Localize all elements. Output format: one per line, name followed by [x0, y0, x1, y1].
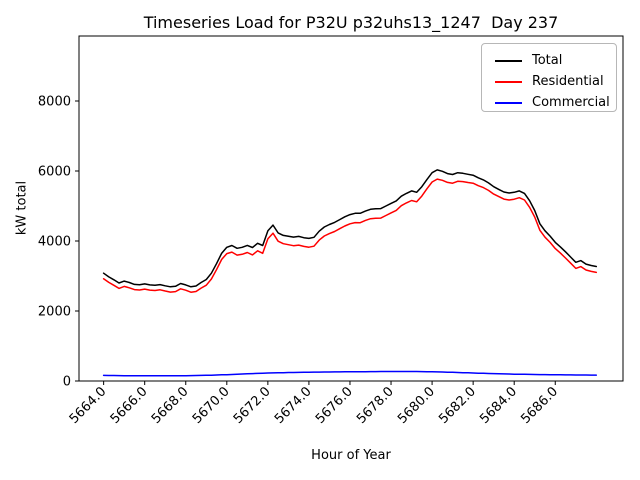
chart-title: Timeseries Load for P32U p32uhs13_1247 D… [143, 13, 559, 32]
series-line-commercial [102, 370, 598, 377]
x-tick-label: 5666.0 [108, 384, 151, 427]
y-axis-label: kW total [14, 180, 30, 236]
y-tick-label: 0 [63, 375, 71, 390]
y-tick-label: 8000 [38, 94, 71, 109]
legend-line-swatch [495, 59, 522, 62]
legend-entry: Commercial [495, 92, 616, 113]
legend-line-swatch [495, 80, 522, 83]
series-line-total [102, 169, 598, 288]
y-tick-label: 6000 [38, 164, 71, 179]
axes-frame [78, 35, 624, 382]
x-tick-label: 5686.0 [518, 384, 561, 427]
x-tick-label: 5674.0 [272, 384, 315, 427]
legend-line-swatch [495, 101, 522, 104]
legend-entry: Total [495, 50, 616, 71]
x-tick-label: 5678.0 [354, 384, 397, 427]
x-tick-label: 5682.0 [436, 384, 479, 427]
series-line-residential [102, 178, 598, 293]
x-tick-label: 5684.0 [477, 384, 520, 427]
x-tick-label: 5664.0 [67, 384, 110, 427]
x-tick-label: 5668.0 [149, 384, 192, 427]
x-tick-label: 5680.0 [395, 384, 438, 427]
legend-label: Commercial [532, 95, 610, 110]
x-tick-label: 5670.0 [190, 384, 233, 427]
x-tick-label: 5676.0 [313, 384, 356, 427]
legend: Total Residential Commercial [481, 43, 617, 112]
y-tick-label: 4000 [38, 234, 71, 249]
legend-label: Total [532, 53, 563, 68]
legend-label: Residential [532, 74, 604, 89]
x-tick-label: 5672.0 [231, 384, 274, 427]
x-axis-label: Hour of Year [311, 448, 391, 463]
y-tick-label: 2000 [38, 304, 71, 319]
legend-entry: Residential [495, 71, 616, 92]
